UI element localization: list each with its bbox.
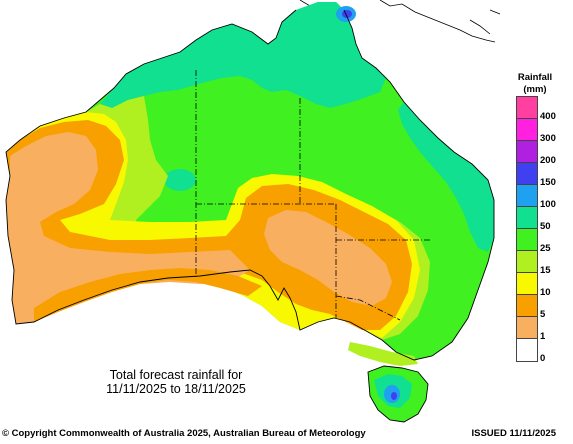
legend-label: 10 bbox=[540, 287, 551, 298]
australia-rainfall-zones bbox=[6, 2, 494, 422]
legend-label: 25 bbox=[540, 243, 551, 254]
legend-units-text: (mm) bbox=[523, 84, 547, 95]
caption-line2: 11/11/2025 to 18/11/2025 bbox=[106, 382, 246, 396]
legend-color-scale bbox=[516, 96, 538, 362]
zone-50mm-east bbox=[398, 102, 494, 252]
legend-swatch bbox=[517, 339, 537, 361]
legend-swatch bbox=[517, 119, 537, 141]
legend-swatch bbox=[517, 97, 537, 119]
legend-swatch bbox=[517, 317, 537, 339]
legend-label: 5 bbox=[540, 309, 546, 320]
legend-swatch bbox=[517, 207, 537, 229]
legend-title-text: Rainfall bbox=[517, 72, 553, 83]
zone-50mm-central bbox=[164, 169, 196, 191]
legend-title: Rainfall (mm) bbox=[510, 72, 560, 96]
issued-date-text: ISSUED 11/11/2025 bbox=[471, 428, 556, 439]
legend-label: 300 bbox=[540, 133, 556, 144]
legend-label: 0 bbox=[540, 353, 546, 364]
legend-swatch bbox=[517, 229, 537, 251]
legend-label: 200 bbox=[540, 155, 556, 166]
tasmania-150mm bbox=[391, 392, 397, 400]
legend-swatch bbox=[517, 185, 537, 207]
zone-1mm-central bbox=[264, 210, 392, 306]
copyright-text: © Copyright Commonwealth of Australia 20… bbox=[2, 428, 366, 439]
legend-swatch bbox=[517, 163, 537, 185]
legend-swatch bbox=[517, 273, 537, 295]
zone-50mm-north bbox=[100, 2, 386, 108]
legend-label: 15 bbox=[540, 265, 551, 276]
legend-swatch bbox=[517, 295, 537, 317]
legend-label: 400 bbox=[540, 111, 556, 122]
legend-label: 100 bbox=[540, 199, 556, 210]
caption-line1: Total forecast rainfall for bbox=[109, 368, 243, 382]
legend-label: 150 bbox=[540, 177, 556, 188]
legend-swatch bbox=[517, 141, 537, 163]
legend-label: 50 bbox=[540, 221, 551, 232]
zone-5mm-south bbox=[34, 268, 262, 322]
state-borders bbox=[195, 70, 430, 321]
zone-5mm bbox=[6, 120, 412, 330]
coastline bbox=[5, 9, 495, 423]
legend-swatch bbox=[517, 251, 537, 273]
zone-15mm-victoria bbox=[348, 342, 418, 366]
forecast-caption: Total forecast rainfall for 11/11/2025 t… bbox=[96, 368, 256, 396]
legend-label: 1 bbox=[540, 331, 546, 342]
